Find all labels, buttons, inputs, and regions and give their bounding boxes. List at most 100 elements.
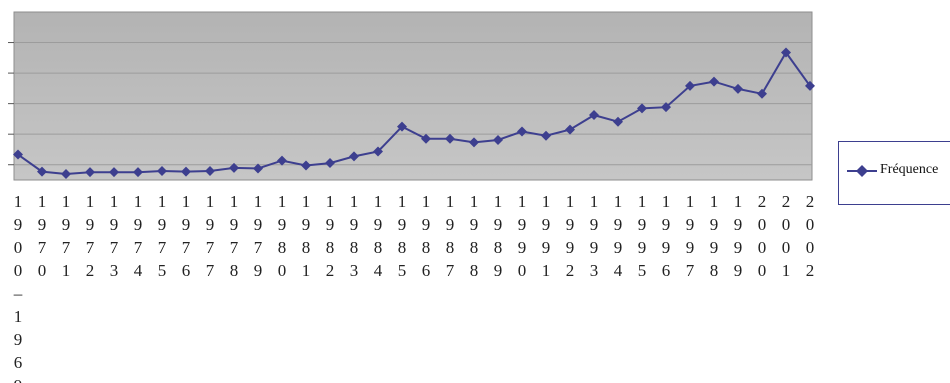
x-tick-label-char: 1 [206,192,215,211]
x-tick-label-char: 0 [14,238,23,257]
series-line-frequence [17,50,811,176]
x-tick-label-char: 9 [254,261,263,280]
x-tick-label-char: 1 [590,192,599,211]
x-tick-label-char: 0 [758,238,767,257]
data-point [541,130,551,141]
x-tick-label-char: 9 [86,215,95,234]
x-tick-label-char: 7 [686,261,695,280]
x-tick-label-char: 5 [398,261,407,280]
x-tick-label-char: 7 [62,238,71,257]
x-tick-label-char: 1 [326,192,335,211]
x-tick-label-char: 9 [350,215,359,234]
data-point [781,47,791,58]
x-tick-label-char: 9 [590,215,599,234]
x-tick-label-char: 8 [470,261,479,280]
x-tick-label-char: 9 [494,215,503,234]
data-point [373,146,383,157]
x-tick-label-char: 9 [230,215,239,234]
y-axis-ticks [8,42,14,166]
x-tick-label-char: 9 [542,238,551,257]
x-tick-label-char: 9 [710,238,719,257]
data-point [157,165,167,176]
x-tick-label-char: 1 [86,192,95,211]
x-tick-label-char: 1 [614,192,623,211]
x-tick-label-char: 2 [806,192,815,211]
x-tick-label-char: 1 [542,192,551,211]
x-tick-label-char: 9 [470,215,479,234]
x-tick-label-char: 1 [62,261,71,280]
x-tick-label-char: 9 [278,215,287,234]
data-point [13,149,23,160]
legend: Fréquence [838,141,950,205]
data-point [685,80,695,91]
x-tick-label-char: 1 [710,192,719,211]
x-tick-label-char: 9 [518,215,527,234]
x-tick-label-char: 1 [278,192,287,211]
x-tick-label-char: 4 [374,261,383,280]
x-tick-label-char: 0 [518,261,527,280]
data-point [85,167,95,178]
x-tick-label-char: 6 [422,261,431,280]
x-tick-label-char: 1 [638,192,647,211]
legend-marker-icon [847,165,877,177]
x-tick-label-char: 1 [254,192,263,211]
x-tick-label-char: 3 [350,261,359,280]
x-tick-label-char: 9 [614,238,623,257]
x-tick-label-char: 1 [494,192,503,211]
x-tick-label-char: 6 [182,261,191,280]
x-tick-label-char: 1 [566,192,575,211]
data-point [421,133,431,144]
data-point [109,167,119,178]
x-tick-label-char: 9 [542,215,551,234]
x-tick-label-char: 1 [446,192,455,211]
x-tick-label: 1 9 0 0 – 1 9 6 9 [13,192,23,383]
x-tick-label-char: 1 [470,192,479,211]
data-point [757,88,767,99]
x-tick-label-char: 8 [230,261,239,280]
x-tick-label-char: 9 [662,215,671,234]
x-tick-label-char: 1 [518,192,527,211]
x-tick-label-char: 1 [398,192,407,211]
x-tick-label-char: 0 [782,238,791,257]
x-tick-label-char: 9 [686,238,695,257]
x-tick-label-char: 8 [446,238,455,257]
x-axis-tick-labels: 1900–19691970197119721973197419751976197… [13,192,815,383]
data-point [205,165,215,176]
x-tick-label-char: 9 [38,215,47,234]
x-tick-label-char: 1 [782,261,791,280]
x-tick-label-char: 7 [446,261,455,280]
x-tick-label-char: 2 [86,261,95,280]
data-point [733,83,743,94]
x-tick-label-char: 9 [638,215,647,234]
x-tick-label-char: 9 [62,215,71,234]
x-tick-label-char: 8 [494,238,503,257]
x-tick-label-char: 9 [14,215,23,234]
x-tick-label-char: 1 [230,192,239,211]
data-point [613,116,623,127]
x-tick-label-char: 9 [710,215,719,234]
x-tick-label-char: 9 [566,215,575,234]
x-tick-label-char: 2 [782,192,791,211]
x-tick-label-char: 1 [662,192,671,211]
x-tick-label-char: 1 [374,192,383,211]
x-tick-label-char: 9 [14,330,23,349]
x-tick-label-char: 0 [806,215,815,234]
data-point [181,166,191,177]
data-point [301,160,311,171]
data-point [325,158,335,169]
x-tick-label-char: 1 [302,261,311,280]
